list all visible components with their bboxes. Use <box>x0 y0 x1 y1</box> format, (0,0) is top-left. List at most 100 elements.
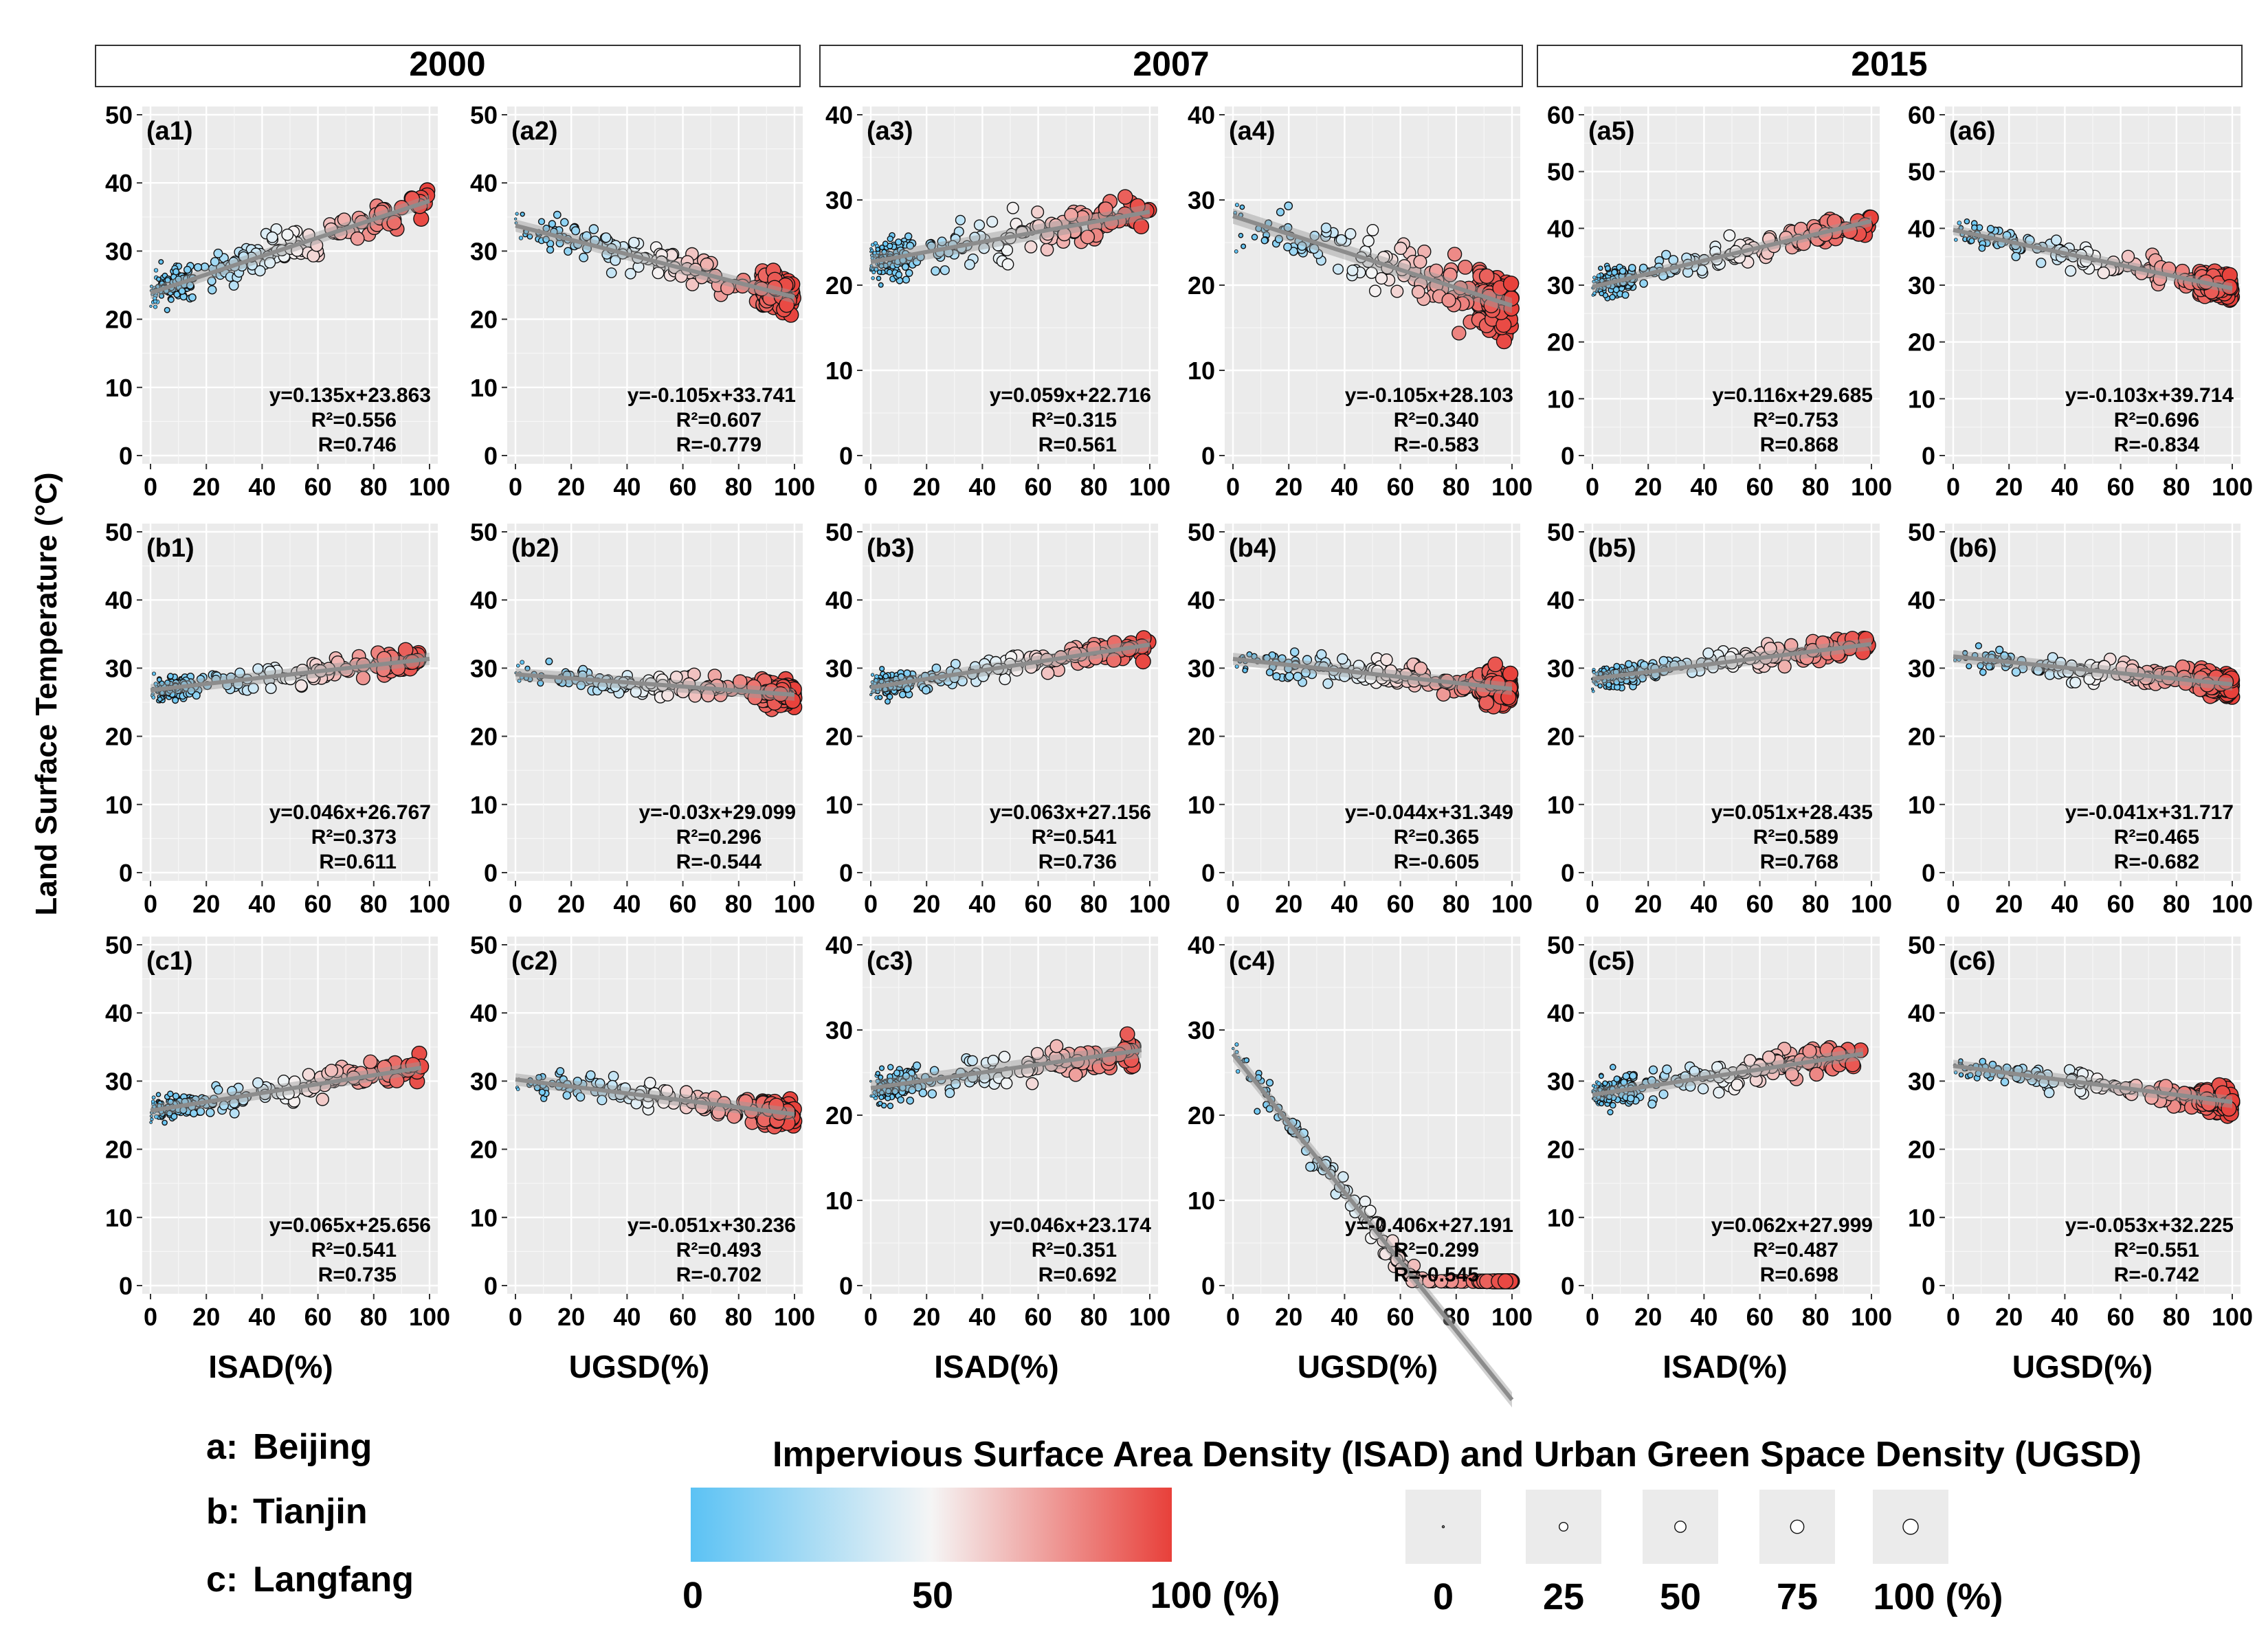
x-tick-label: 20 <box>913 890 940 918</box>
data-point <box>1375 272 1388 285</box>
r-label: R=0.736 <box>1038 851 1117 873</box>
y-tick-label: 0 <box>1922 1272 1935 1300</box>
data-point <box>1284 201 1293 211</box>
panel-label: (b5) <box>1588 534 1636 563</box>
data-point <box>295 679 308 693</box>
regression-line <box>515 223 795 300</box>
data-point <box>1346 265 1359 276</box>
x-tick-label: 40 <box>968 890 996 918</box>
data-point <box>1297 241 1307 251</box>
size-key-label: 0 <box>1433 1576 1454 1617</box>
year-label-2007: 2007 <box>1133 45 1209 83</box>
data-point <box>1954 238 1958 242</box>
x-tick-label: 100 <box>2212 1303 2253 1331</box>
y-tick-label: 0 <box>484 859 498 887</box>
x-tick-label: 60 <box>2107 890 2135 918</box>
y-tick-label: 30 <box>470 1067 498 1095</box>
data-point <box>967 1055 978 1066</box>
colorbar-gradient <box>691 1488 1172 1562</box>
data-point <box>1411 284 1425 299</box>
data-point <box>1502 665 1519 682</box>
x-tick-label: 40 <box>1690 890 1717 918</box>
x-tick-label: 60 <box>669 473 697 501</box>
x-tick-label: 100 <box>409 890 450 918</box>
y-tick-label: 50 <box>1908 518 1935 546</box>
y-tick-label: 0 <box>1561 859 1575 887</box>
x-tick-label: 20 <box>557 473 585 501</box>
x-tick-label: 80 <box>360 890 388 918</box>
data-point <box>878 263 885 269</box>
r-label: R=0.692 <box>1038 1264 1117 1286</box>
data-point <box>878 282 884 288</box>
data-point <box>1622 1072 1630 1080</box>
regression-equation: y=0.065x+25.656 <box>269 1214 431 1237</box>
x-tick-label: 40 <box>613 890 641 918</box>
y-tick-label: 40 <box>1188 931 1215 959</box>
data-point <box>324 1064 339 1077</box>
data-point <box>265 682 277 695</box>
data-point <box>545 658 553 666</box>
y-tick-label: 50 <box>1547 931 1575 959</box>
data-point <box>1117 189 1133 205</box>
data-point <box>1001 258 1014 271</box>
data-point <box>162 1119 168 1126</box>
panel-label: (b3) <box>867 534 915 563</box>
data-point <box>1964 218 1970 225</box>
panel-label: (c6) <box>1949 947 1996 976</box>
data-point <box>151 1095 156 1100</box>
y-tick-label: 40 <box>1908 214 1935 243</box>
data-point <box>1031 205 1045 219</box>
x-axis-titles: ISAD(%) UGSD(%) ISAD(%) UGSD(%) ISAD(%) … <box>208 1349 2153 1385</box>
y-tick-label: 10 <box>1547 1204 1575 1232</box>
year-strip-2007 <box>819 45 1523 87</box>
y-tick-label: 60 <box>1908 101 1935 129</box>
data-point <box>315 1092 329 1106</box>
data-point <box>1599 1101 1605 1107</box>
data-point <box>189 1109 198 1118</box>
x-tick-label: 40 <box>2051 473 2078 501</box>
x-tick-label: 100 <box>774 890 815 918</box>
panel-label: (a3) <box>867 117 913 146</box>
data-point <box>893 1069 901 1077</box>
y-tick-label: 40 <box>1547 999 1575 1027</box>
y-tick-label: 20 <box>470 1136 498 1164</box>
x-tick-label: 40 <box>1690 1303 1717 1331</box>
regression-equation: y=0.135x+23.863 <box>269 384 431 407</box>
data-point <box>887 1102 894 1110</box>
data-point <box>172 1092 180 1100</box>
y-tick-label: 0 <box>1201 1272 1215 1300</box>
data-point <box>1305 1161 1315 1172</box>
y-tick-label: 0 <box>484 442 498 470</box>
r-squared-label: R²=0.351 <box>1032 1239 1117 1262</box>
data-point <box>1335 234 1347 246</box>
data-point <box>1978 244 1986 252</box>
y-tick-label: 50 <box>470 931 498 959</box>
data-point <box>1627 1094 1635 1103</box>
data-point <box>870 673 875 677</box>
data-point <box>1777 659 1792 674</box>
x-tick-label: 0 <box>1226 890 1240 918</box>
data-point <box>1251 234 1258 240</box>
x-tick-label: 0 <box>864 1303 878 1331</box>
x-tick-label: 0 <box>864 890 878 918</box>
y-tick-label: 10 <box>1908 1204 1935 1232</box>
x-tick-label: 60 <box>1025 1303 1052 1331</box>
y-tick-label: 40 <box>470 586 498 614</box>
panel-label: (c4) <box>1229 947 1276 976</box>
y-tick-label: 10 <box>1547 385 1575 413</box>
data-point <box>188 293 197 302</box>
y-tick-label: 20 <box>825 1101 853 1130</box>
data-point <box>1986 225 1995 233</box>
y-tick-label: 10 <box>105 791 133 819</box>
data-point <box>167 673 174 680</box>
y-tick-label: 10 <box>825 1187 853 1215</box>
data-point <box>1064 208 1078 223</box>
city-code-b: b: <box>206 1492 240 1532</box>
data-point <box>881 249 887 256</box>
data-point <box>542 236 550 243</box>
